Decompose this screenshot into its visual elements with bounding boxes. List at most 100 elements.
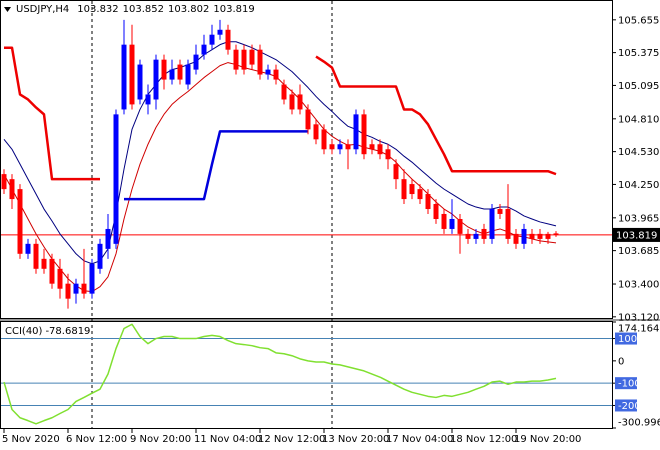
x-tick-label: 18 Nov 12:00	[450, 434, 517, 445]
candle-body	[521, 228, 527, 244]
x-tick-label: 13 Nov 20:00	[322, 434, 389, 445]
candle-body	[137, 64, 143, 100]
candle-body	[425, 194, 431, 210]
candle-body	[377, 144, 383, 155]
indicator-line	[3, 41, 557, 265]
candle-body	[473, 233, 479, 239]
sub-frame	[0, 321, 613, 429]
y-tick-label: -200	[618, 401, 641, 412]
candle-body	[345, 144, 351, 150]
header: USDJPY,H4 103.832 103.852 103.802 103.819 CCI…	[5, 4, 255, 337]
ohlc-value: 103.832	[77, 4, 118, 15]
candle-body	[545, 233, 551, 239]
symbol: USDJPY,H4	[16, 4, 69, 15]
candle-body	[225, 29, 231, 50]
ohlc-value: 103.819	[213, 4, 254, 15]
y-tick-label: 103.120	[618, 312, 659, 323]
ohlc-value: 103.802	[168, 4, 209, 15]
candle-body	[161, 59, 167, 80]
y-tick-label: 105.655	[618, 15, 659, 26]
y-tick-label: 103.685	[618, 246, 659, 257]
y-tick-label: -100	[618, 379, 641, 390]
candle-body	[321, 129, 327, 150]
x-tick-label: 11 Nov 04:00	[194, 434, 261, 445]
indicator-line	[3, 323, 557, 425]
candle-body	[97, 243, 103, 269]
candle-body	[17, 189, 23, 254]
y-tick-label: 174.1643	[618, 324, 660, 335]
x-tick-label: 9 Nov 20:00	[130, 434, 191, 445]
candle-body	[145, 94, 151, 105]
candle-body	[41, 258, 47, 269]
candle-body	[193, 54, 199, 70]
candle-body	[81, 283, 87, 294]
candle-body	[385, 149, 391, 160]
candle-body	[65, 283, 71, 299]
candle-body	[49, 258, 55, 284]
candle-body	[25, 243, 31, 254]
ohlc-value: 103.852	[123, 4, 164, 15]
main-frame	[0, 0, 613, 319]
candle-body	[465, 233, 471, 239]
candle-body	[209, 34, 215, 45]
candle-body	[537, 233, 543, 239]
level-label-box	[615, 399, 637, 412]
candle-body	[353, 114, 359, 150]
y-tick-label: 105.095	[618, 81, 659, 92]
candle-body	[489, 209, 495, 239]
y-tick-label: 103.400	[618, 280, 659, 291]
candle-body	[201, 44, 207, 55]
candle-body	[177, 64, 183, 80]
indicator-title: CCI(40)	[5, 326, 43, 337]
candle-body	[129, 44, 135, 105]
candle-body	[337, 144, 343, 150]
candle-body	[457, 218, 463, 234]
candle-body	[505, 209, 511, 239]
candle-body	[249, 49, 255, 65]
candle-body	[1, 174, 7, 190]
candle-body	[497, 209, 503, 214]
candle-body	[73, 283, 79, 294]
candle-body	[409, 184, 415, 195]
candle-body	[417, 189, 423, 200]
candle-body	[313, 124, 319, 140]
candle-body	[329, 144, 335, 150]
y-tick-label: 100	[618, 334, 637, 345]
candle-body	[89, 263, 95, 294]
candle-body	[305, 109, 311, 130]
candle-body	[369, 144, 375, 150]
current-price-label: 103.819	[616, 230, 657, 241]
candle-body	[265, 69, 271, 75]
y-tick-label: 104.530	[618, 147, 659, 158]
candle-body	[529, 233, 535, 239]
y-tick-label: 104.810	[618, 114, 659, 125]
x-tick-label: 19 Nov 20:00	[514, 434, 581, 445]
y-tick-label: 104.250	[618, 180, 659, 191]
x-tick-label: 12 Nov 12:00	[258, 434, 325, 445]
candle-body	[185, 64, 191, 85]
candle-body	[401, 179, 407, 200]
plot: 105.655 105.375 105.095 104.810 104.530 104.2…	[1, 15, 660, 445]
y-tick-label: 105.375	[618, 48, 659, 59]
candle-body	[297, 94, 303, 110]
candle-body	[233, 49, 239, 70]
candle-body	[481, 228, 487, 239]
candle-body	[449, 218, 455, 229]
x-tick-label: 17 Nov 04:00	[386, 434, 453, 445]
candle-body	[169, 69, 175, 80]
indicator-line	[4, 46, 557, 181]
current-price-box	[613, 227, 660, 242]
candle-body	[33, 243, 39, 269]
x-tick-label: 6 Nov 12:00	[66, 434, 127, 445]
menu-triangle[interactable]	[4, 7, 11, 12]
candle-body	[153, 59, 159, 100]
candle-body	[361, 114, 367, 155]
candle-body	[281, 84, 287, 100]
candle-body	[513, 233, 519, 244]
candle-body	[9, 179, 15, 200]
y-tick-label: -300.9964	[618, 418, 660, 429]
x-tick-label: 5 Nov 2020	[2, 434, 60, 445]
candle-body	[57, 268, 63, 289]
